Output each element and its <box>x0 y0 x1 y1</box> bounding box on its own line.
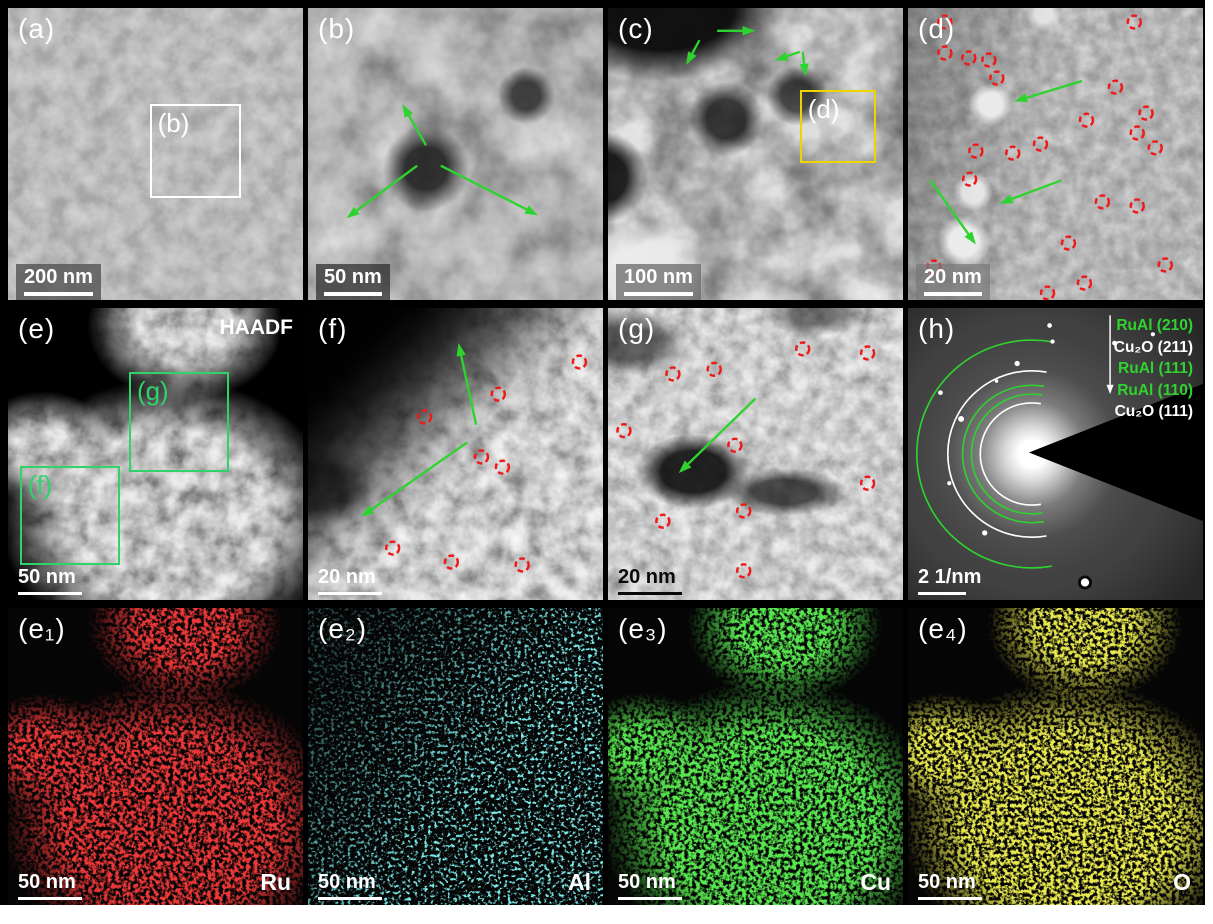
panel-label: (e₂) <box>318 613 368 644</box>
eds-map-texture <box>308 608 603 905</box>
scale-text: 2 1/nm <box>918 566 982 588</box>
element-label: Ru <box>260 869 291 895</box>
imaging-mode-label: HAADF <box>219 316 294 339</box>
panel-label: (c) <box>618 13 654 44</box>
scale-text: 20 nm <box>318 566 376 588</box>
h-legend: RuAl (210) Cu₂O (211) RuAl (111) RuAl (110)… <box>1114 315 1193 423</box>
scale-text: 50 nm <box>318 871 376 893</box>
element-label: Al <box>568 869 591 895</box>
scale-line <box>318 592 382 595</box>
annotation-overlay <box>361 343 588 573</box>
scale-line <box>24 292 93 296</box>
annotation-overlay <box>616 341 876 579</box>
panel-d-tem: (d) 20 nm <box>908 8 1203 300</box>
scale-text: 50 nm <box>324 266 382 288</box>
scale-bar: 20 nm <box>618 566 682 595</box>
element-label: Cu <box>860 869 891 895</box>
annotation-overlay <box>346 104 539 219</box>
panel-label: (f) <box>318 313 348 344</box>
scale-text: 200 nm <box>24 266 93 288</box>
panel-e2-al-map: (e₂) Al 50 nm <box>308 608 603 905</box>
inset-label: (b) <box>157 108 190 139</box>
scale-bar: 50 nm <box>18 871 82 900</box>
figure-grid: (b) (a) 200 nm (b) 50 nm (d) (c) 100 nm … <box>0 0 1205 905</box>
panel-e4-o-map: (e₄) O 50 nm <box>908 608 1203 905</box>
annotation-overlay <box>916 315 1155 590</box>
scale-bar: 50 nm <box>318 871 382 900</box>
ring-label: RuAl (110) <box>1117 381 1193 399</box>
shading-overlay <box>308 308 603 600</box>
annotation-overlay <box>926 14 1173 300</box>
scale-line <box>18 897 82 900</box>
panel-label: (d) <box>918 13 956 44</box>
scale-bar: 20 nm <box>318 566 382 595</box>
panel-label: (b) <box>318 13 356 44</box>
eds-map-texture <box>608 608 903 905</box>
scale-bar: 50 nm <box>618 871 682 900</box>
panel-label: (e₃) <box>618 613 668 644</box>
panel-e-haadf: (g) (f) (e) HAADF 50 nm <box>8 308 303 600</box>
scale-bar: 20 nm <box>916 264 990 300</box>
eds-map-texture <box>908 608 1203 905</box>
scale-line <box>18 592 82 595</box>
inset-box-d: (d) <box>799 89 877 163</box>
shading-overlay <box>308 8 603 300</box>
haadf-texture <box>8 308 303 600</box>
panel-e1-ru-map: (e₁) Ru 50 nm <box>8 608 303 905</box>
inset-box-b: (b) <box>149 104 242 198</box>
ring-label: RuAl (210) <box>1116 317 1193 334</box>
scale-line <box>924 292 982 296</box>
inset-label: (f) <box>27 469 53 500</box>
scale-text: 50 nm <box>18 871 76 893</box>
eds-map-texture <box>8 608 303 905</box>
scale-bar: 50 nm <box>918 871 982 900</box>
inset-box-g: (g) <box>128 372 230 472</box>
scale-line <box>324 292 382 296</box>
ring-label: Cu₂O (211) <box>1113 338 1193 356</box>
scale-bar: 200 nm <box>16 264 101 300</box>
scale-line <box>624 292 693 296</box>
inset-box-f: (f) <box>19 465 121 565</box>
panel-label: (g) <box>618 313 656 344</box>
scale-line <box>618 897 682 900</box>
panel-label: (e₄) <box>918 613 968 644</box>
scale-bar: 100 nm <box>616 264 701 300</box>
sem-texture <box>8 8 303 300</box>
panel-g-haadf: (g) 20 nm <box>608 308 903 600</box>
scale-text: 50 nm <box>918 871 976 893</box>
scale-text: 100 nm <box>624 266 693 288</box>
scale-text: 20 nm <box>618 566 676 588</box>
panel-h-saed: RuAl (210) Cu₂O (211) RuAl (111) RuAl (110)… <box>908 308 1203 600</box>
panel-label: (a) <box>18 13 56 44</box>
panel-e3-cu-map: (e₃) Cu 50 nm <box>608 608 903 905</box>
shading-overlay <box>608 8 903 300</box>
scale-text: 50 nm <box>618 871 676 893</box>
scale-line <box>318 897 382 900</box>
panel-label: (e) <box>18 313 56 344</box>
inset-label: (g) <box>136 376 169 407</box>
annotation-overlay <box>686 26 809 77</box>
scale-bar: 50 nm <box>316 264 390 300</box>
panel-label: (h) <box>918 313 956 344</box>
scale-text: 20 nm <box>924 266 982 288</box>
scale-line <box>918 897 982 900</box>
panel-f-haadf: (f) 20 nm <box>308 308 603 600</box>
panel-c-tem: (d) (c) 100 nm <box>608 8 903 300</box>
panel-b-sem: (b) 50 nm <box>308 8 603 300</box>
scale-text: 50 nm <box>18 566 76 588</box>
ring-label: RuAl (111) <box>1118 360 1193 377</box>
shading-overlay <box>608 308 903 600</box>
panel-a-sem: (b) (a) 200 nm <box>8 8 303 300</box>
inset-label: (d) <box>807 93 840 124</box>
panel-label: (e₁) <box>18 613 66 644</box>
scale-line <box>618 592 682 595</box>
scale-bar: 50 nm <box>18 566 82 595</box>
element-label: O <box>1173 869 1191 895</box>
scale-bar: 2 1/nm <box>918 566 981 595</box>
scale-line <box>918 592 966 595</box>
ring-label: Cu₂O (111) <box>1114 403 1193 420</box>
